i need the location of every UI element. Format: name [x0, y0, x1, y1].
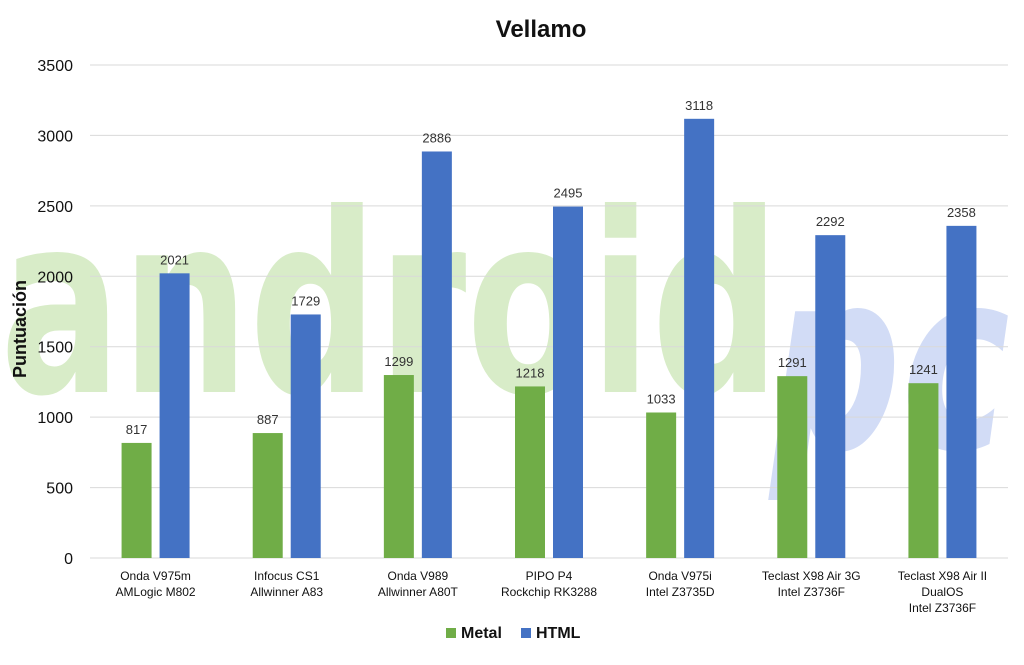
y-tick-label: 2000	[37, 269, 73, 286]
bar-html-3	[553, 206, 583, 558]
legend-label-metal: Metal	[461, 625, 502, 642]
data-label-html-5: 2292	[816, 214, 845, 229]
data-label-metal-4: 1033	[647, 391, 676, 406]
bar-html-6	[946, 225, 977, 558]
data-label-metal-3: 1218	[516, 365, 545, 380]
x-tick-label-2: Onda V989 Allwinner A80T	[378, 569, 459, 599]
data-label-html-1: 1729	[291, 293, 320, 308]
y-axis-label: Puntuación	[10, 280, 30, 378]
y-tick-label: 3500	[37, 58, 73, 75]
bar-metal-1	[252, 433, 283, 558]
bar-metal-6	[908, 383, 939, 558]
x-tick-label-0: Onda V975m AMLogic M802	[116, 569, 196, 599]
bar-html-2	[421, 151, 452, 559]
bar-metal-2	[383, 375, 414, 558]
y-tick-label: 3000	[37, 128, 73, 145]
data-label-html-4: 3118	[685, 98, 713, 113]
y-tick-label: 500	[46, 481, 73, 498]
data-labels: 817 2021 887 1729 1299 2886 1218 2495 1033 3118 12…	[126, 98, 976, 437]
data-label-metal-5: 1291	[778, 355, 807, 370]
data-label-metal-1: 887	[257, 412, 279, 427]
x-axis: Onda V975m AMLogic M802 Infocus CS1 Allwinn…	[116, 569, 988, 615]
x-tick-label-4: Onda V975i Intel Z3735D	[646, 569, 715, 599]
y-axis: 0 500 1000 1500 2000 2500 3000 3500	[37, 58, 73, 568]
legend-swatch-metal	[446, 628, 456, 638]
bar-metal-0	[121, 442, 152, 558]
y-tick-label: 0	[64, 551, 73, 568]
bar-metal-4	[646, 412, 677, 558]
x-tick-label-6: Teclast X98 Air II DualOS Intel Z3736F	[898, 569, 987, 615]
bar-html-0	[159, 273, 190, 558]
x-tick-label-5: Teclast X98 Air 3G Intel Z3736F	[762, 569, 861, 599]
legend-label-html: HTML	[536, 625, 581, 642]
data-label-metal-2: 1299	[384, 354, 413, 369]
legend-swatch-html	[521, 628, 531, 638]
x-tick-label-3: PIPO P4 Rockchip RK3288	[501, 569, 597, 599]
bars	[121, 118, 977, 559]
y-tick-label: 1000	[37, 410, 73, 427]
bar-metal-5	[777, 376, 808, 558]
bar-html-4	[684, 118, 715, 558]
bar-html-5	[815, 235, 846, 558]
y-tick-label: 1500	[37, 340, 73, 357]
legend: Metal HTML	[446, 625, 581, 642]
y-tick-label: 2500	[37, 199, 73, 216]
gridlines	[90, 64, 1008, 559]
data-label-html-2: 2886	[422, 130, 451, 145]
bar-metal-3	[515, 386, 545, 558]
chart-title: Vellamo	[496, 16, 587, 43]
data-label-html-0: 2021	[160, 252, 189, 267]
data-label-metal-0: 817	[126, 422, 148, 437]
data-label-html-6: 2358	[947, 205, 976, 220]
x-tick-label-1: Infocus CS1 Allwinner A83	[250, 569, 323, 599]
data-label-metal-6: 1241	[909, 362, 938, 377]
data-label-html-3: 2495	[554, 186, 583, 201]
bar-html-1	[290, 314, 321, 558]
